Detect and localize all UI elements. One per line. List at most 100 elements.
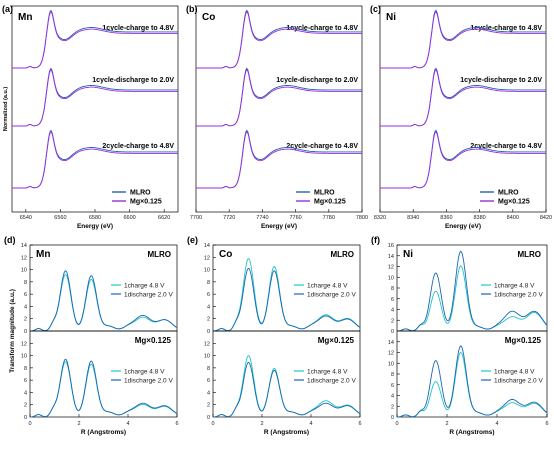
x-tick-label: 8320 bbox=[374, 215, 386, 221]
x-tick-label: 6620 bbox=[158, 215, 170, 221]
spectrum-line bbox=[12, 11, 178, 69]
x-tick-label: 4 bbox=[126, 421, 129, 427]
spectrum-line bbox=[196, 9, 362, 69]
x-tick-label: 8360 bbox=[440, 215, 452, 221]
y-tick-label: 6 bbox=[24, 378, 27, 384]
y-tick-label: 8 bbox=[207, 280, 210, 286]
legend-label: MLRO bbox=[314, 190, 335, 197]
curve-annotation: 2cycle-charge to 4.8V bbox=[102, 143, 174, 150]
x-axis-label: Energy (eV) bbox=[77, 223, 113, 230]
plot-frame bbox=[195, 5, 363, 213]
x-tick-label: 7760 bbox=[289, 215, 301, 221]
element-label: Co bbox=[219, 249, 232, 260]
y-tick-label: 0 bbox=[391, 415, 394, 421]
y-tick-label: 8 bbox=[24, 366, 27, 372]
y-tick-label: 0 bbox=[391, 329, 394, 335]
subplot-label: MLRO bbox=[330, 250, 354, 259]
x-tick-label: 7720 bbox=[223, 215, 235, 221]
spectrum-line bbox=[380, 69, 546, 127]
y-tick-label: 2 bbox=[207, 317, 210, 323]
y-tick-label: 0 bbox=[24, 329, 27, 335]
curve-annotation: 2cycle-charge to 4.8V bbox=[286, 143, 358, 150]
legend-label: 1discharge 2.0 V bbox=[307, 291, 356, 298]
panel-c: (c) Ni 8320 8340 8360 8380 8400 8420 Energy (eV)… bbox=[370, 4, 552, 230]
y-tick-label: 6 bbox=[207, 378, 210, 384]
y-tick-label: 2 bbox=[207, 403, 210, 409]
spectrum-line bbox=[380, 129, 546, 189]
spectrum-line bbox=[380, 9, 546, 69]
y-tick-label: 2 bbox=[24, 403, 27, 409]
x-tick-label: 8400 bbox=[507, 215, 519, 221]
legend-label: 1charge 4.8 V bbox=[307, 282, 348, 289]
plot-frame bbox=[212, 330, 361, 418]
x-tick-label: 4 bbox=[495, 421, 498, 427]
spectrum-line bbox=[196, 130, 362, 189]
panel-b: (b) Co 7700 7720 7740 7760 7780 7800 Energy (eV)… bbox=[186, 4, 368, 230]
spectrum-line bbox=[196, 10, 362, 69]
x-tick-label: 2 bbox=[77, 421, 80, 427]
y-tick-label: 14 bbox=[388, 340, 394, 346]
x-axis-label: R (Angstroms) bbox=[264, 429, 309, 436]
y-tick-label: 4 bbox=[207, 390, 210, 396]
x-tick-label: 0 bbox=[28, 421, 31, 427]
ft-line bbox=[29, 358, 178, 418]
legend-label: Mg×0.125 bbox=[498, 199, 530, 206]
subplot-label: Mg×0.125 bbox=[318, 336, 355, 345]
y-tick-label: 12 bbox=[21, 255, 27, 261]
spectrum-line bbox=[12, 131, 178, 189]
curve-annotation: 1cycle-discharge to 2.0V bbox=[460, 77, 542, 84]
y-tick-label: 14 bbox=[388, 254, 394, 260]
y-tick-label: 6 bbox=[24, 292, 27, 298]
x-tick-label: 2 bbox=[260, 421, 263, 427]
legend-label: 1charge 4.8 V bbox=[307, 368, 348, 375]
element-label: Ni bbox=[403, 249, 413, 260]
y-tick-label: 8 bbox=[24, 280, 27, 286]
ft-line bbox=[396, 265, 548, 332]
y-tick-label: 12 bbox=[204, 341, 210, 347]
y-tick-label: 10 bbox=[204, 268, 210, 274]
y-tick-label: 10 bbox=[21, 354, 27, 360]
y-tick-label: 6 bbox=[207, 292, 210, 298]
spectrum-line bbox=[380, 131, 546, 189]
x-tick-label: 6580 bbox=[89, 215, 101, 221]
y-tick-label: 12 bbox=[204, 255, 210, 261]
panel-label: (d) bbox=[4, 235, 16, 245]
ft-line bbox=[29, 270, 178, 332]
curve-annotation: 1cycle-charge to 4.8V bbox=[470, 25, 542, 32]
x-tick-label: 8340 bbox=[407, 215, 419, 221]
panel-label: (e) bbox=[187, 235, 198, 245]
x-axis-label: Energy (eV) bbox=[445, 223, 481, 230]
legend-label: 1discharge 2.0 V bbox=[494, 377, 543, 384]
y-tick-label: 4 bbox=[391, 394, 394, 400]
y-tick-label: 6 bbox=[391, 297, 394, 303]
y-tick-label: 6 bbox=[391, 383, 394, 389]
ft-line bbox=[396, 345, 548, 418]
y-tick-label: 10 bbox=[204, 354, 210, 360]
legend-label: 1charge 4.8 V bbox=[124, 282, 165, 289]
panel-label: (c) bbox=[370, 4, 381, 14]
y-tick-label: 8 bbox=[391, 286, 394, 292]
curve-annotation: 2cycle-charge to 4.8V bbox=[470, 143, 542, 150]
element-label: Ni bbox=[386, 12, 396, 23]
spectrum-line bbox=[380, 11, 546, 69]
element-label: Mn bbox=[36, 249, 50, 260]
ft-line bbox=[396, 250, 548, 332]
x-tick-label: 4 bbox=[309, 421, 312, 427]
x-tick-label: 6 bbox=[545, 421, 548, 427]
y-tick-label: 2 bbox=[24, 317, 27, 323]
legend-label: 1charge 4.8 V bbox=[494, 282, 535, 289]
y-tick-label: 12 bbox=[388, 265, 394, 271]
legend-label: 1charge 4.8 V bbox=[494, 368, 535, 375]
x-tick-label: 8380 bbox=[473, 215, 485, 221]
y-tick-label: 10 bbox=[21, 268, 27, 274]
element-label: Mn bbox=[18, 12, 32, 23]
plot-frame bbox=[379, 5, 547, 213]
y-tick-label: 4 bbox=[24, 304, 27, 310]
x-tick-label: 6 bbox=[358, 421, 361, 427]
element-label: Co bbox=[202, 12, 215, 23]
curve-annotation: 1cycle-charge to 4.8V bbox=[102, 25, 174, 32]
x-tick-label: 6 bbox=[175, 421, 178, 427]
plot-frame bbox=[29, 330, 178, 418]
ft-line bbox=[212, 361, 361, 418]
